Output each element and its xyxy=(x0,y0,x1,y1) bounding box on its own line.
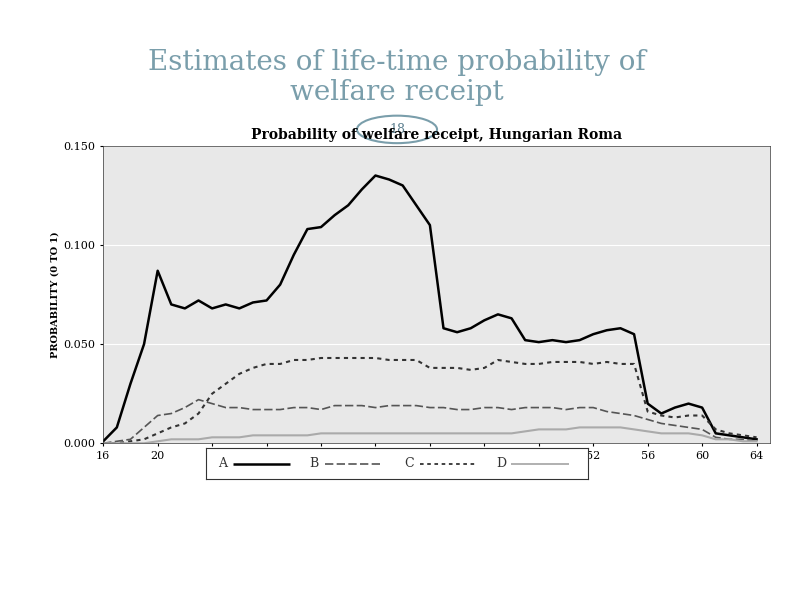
Text: welfare receipt: welfare receipt xyxy=(290,79,504,106)
Text: B: B xyxy=(310,457,318,470)
X-axis label: AGE: AGE xyxy=(422,465,452,478)
Text: Note: Figure shows estimated probabilities of welfare receipt for Roma by their : Note: Figure shows estimated probabiliti… xyxy=(20,505,615,547)
Text: Estimates of life-time probability of: Estimates of life-time probability of xyxy=(148,49,646,76)
Circle shape xyxy=(357,115,437,143)
Text: D: D xyxy=(496,457,507,470)
Y-axis label: PROBABILITY (0 TO 1): PROBABILITY (0 TO 1) xyxy=(50,231,60,358)
Text: 18: 18 xyxy=(389,123,405,136)
Title: Probability of welfare receipt, Hungarian Roma: Probability of welfare receipt, Hungaria… xyxy=(251,128,622,142)
Text: A: A xyxy=(218,457,227,470)
Text: C: C xyxy=(405,457,414,470)
